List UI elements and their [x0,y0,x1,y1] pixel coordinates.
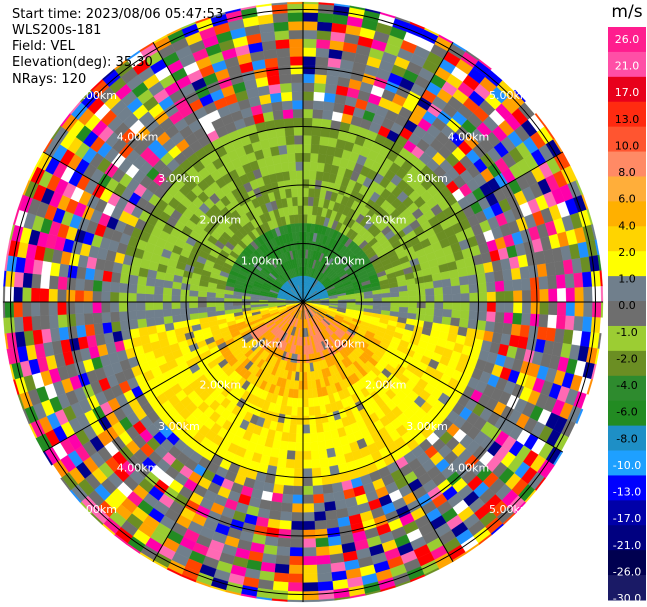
colorbar-tick-label: 26.0 [615,33,640,46]
colorbar-tick-label: 13.0 [615,113,640,126]
colorbar-tick-label: 4.0 [618,219,636,232]
colorbar-tick-label: 10.0 [615,139,640,152]
colorbar-tick-label: 8.0 [618,166,636,179]
colorbar-tick-label: -1.0 [616,326,637,339]
colorbar-tick-label: -2.0 [616,352,637,365]
colorbar-tick-label: -10.0 [613,459,641,472]
colorbar-tick-label: 21.0 [615,60,640,73]
colorbar-tick-label: -21.0 [613,539,641,552]
colorbar-tick-label: 17.0 [615,86,640,99]
colorbar-tick-label: 6.0 [618,193,636,206]
colorbar-tick-label: -6.0 [616,406,637,419]
colorbar-tick-label: -17.0 [613,512,641,525]
colorbar-tick-label: -4.0 [616,379,637,392]
colorbar-tick-label: -30.0 [613,592,641,605]
colorbar-unit: m/s [611,2,642,22]
colorbar-tick-label: 2.0 [618,246,636,259]
colorbar-tick-label: 1.0 [618,273,636,286]
colorbar-tick-label: 0.0 [618,299,636,312]
colorbar-tick-label: -8.0 [616,432,637,445]
colorbar-tick-label: -13.0 [613,486,641,499]
colorbar-tick-label: -26.0 [613,565,641,578]
